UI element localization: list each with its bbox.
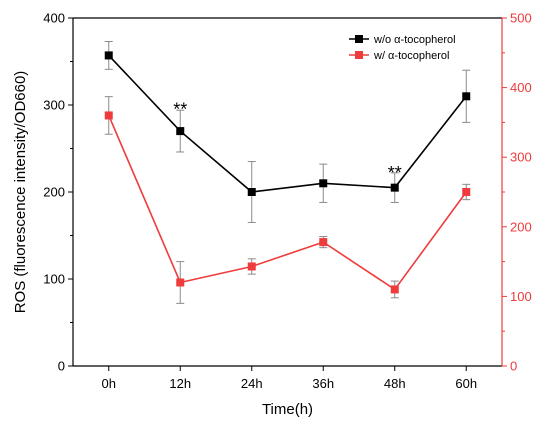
x-tick-label: 12h: [169, 376, 191, 391]
legend-marker: [355, 51, 363, 59]
significance-marker: **: [173, 100, 187, 120]
right-y-tick-label: 0: [510, 359, 517, 374]
legend: w/o α-tocopherol w/ α-tocopherol: [349, 34, 456, 62]
right-y-tick-label: 500: [510, 11, 532, 26]
data-point: [462, 188, 471, 196]
legend-label: w/ α-tocopherol: [373, 50, 449, 62]
right-y-tick-label: 400: [510, 80, 532, 95]
right-y-tick-label: 200: [510, 219, 532, 234]
series: [104, 40, 471, 304]
left-y-axis-title: ROS (fluorescence intensity/OD660): [12, 71, 29, 314]
data-point: [319, 179, 328, 188]
legend-item: w/ α-tocopherol: [349, 50, 449, 62]
legend-item: w/o α-tocopherol: [349, 34, 456, 46]
data-point: [104, 51, 113, 60]
x-tick-label: 36h: [312, 376, 334, 391]
right-y-tick-label: 100: [510, 289, 532, 304]
right-y-tick-label: 300: [510, 150, 532, 165]
data-point: [104, 111, 113, 120]
data-point: [319, 238, 328, 247]
legend-marker: [355, 35, 363, 43]
left-y-tick-label: 100: [43, 272, 65, 287]
left-y-tick-label: 400: [43, 11, 65, 26]
series-with-tocopherol: [104, 96, 471, 304]
series-line: [108, 115, 467, 291]
data-point: [176, 278, 185, 287]
left-y-tick-label: 200: [43, 185, 65, 200]
data-point: [462, 92, 471, 101]
left-y-tick-label: 0: [58, 359, 65, 374]
x-tick-label: 60h: [455, 376, 477, 391]
annotations: ** **: [173, 100, 402, 184]
significance-marker: **: [388, 163, 402, 183]
legend-label: w/o α-tocopherol: [373, 34, 456, 46]
series-line: [108, 54, 467, 193]
data-point: [390, 183, 399, 192]
data-point: [247, 188, 256, 196]
x-axis-title: Time(h): [262, 401, 313, 418]
x-tick-label: 0h: [102, 376, 116, 391]
data-point: [247, 262, 256, 271]
x-tick-label: 48h: [384, 376, 406, 391]
data-point: [390, 285, 399, 294]
axes: 0 100 200 300 400 0 100 200 300 400 500 0h 12h 24h 36h…: [12, 11, 532, 419]
left-y-tick-label: 300: [43, 98, 65, 113]
series-without-tocopherol: [104, 40, 471, 223]
x-tick-label: 24h: [241, 376, 263, 391]
data-point: [176, 127, 185, 136]
